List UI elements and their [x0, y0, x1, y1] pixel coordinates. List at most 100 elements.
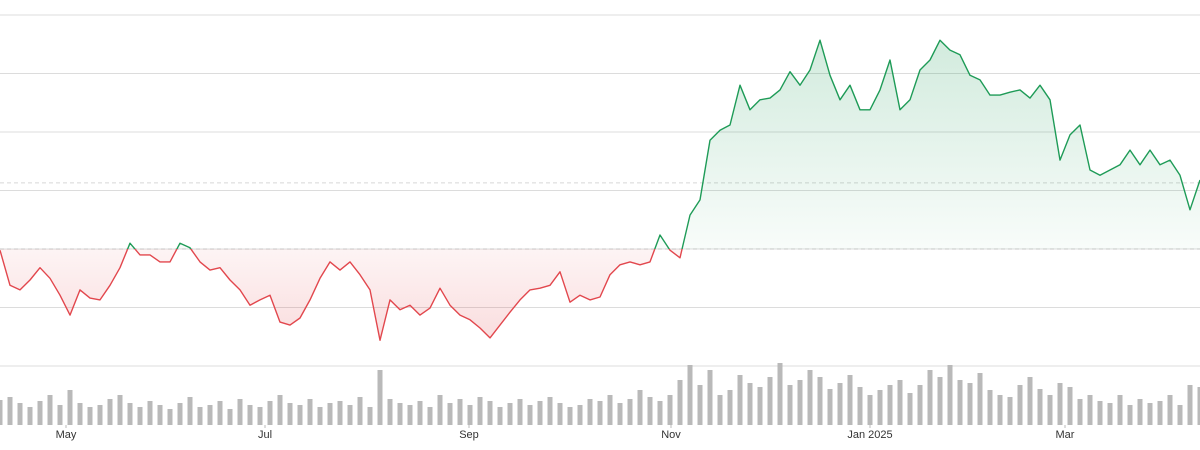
volume-bar	[957, 380, 963, 425]
volume-bar	[507, 403, 513, 425]
volume-bar	[877, 390, 883, 425]
volume-bar	[27, 407, 33, 425]
volume-bar	[1017, 385, 1023, 425]
volume-bar	[767, 377, 773, 425]
volume-bar	[1067, 387, 1073, 425]
volume-bar	[257, 407, 263, 425]
volume-bar	[57, 405, 63, 425]
volume-bar	[277, 395, 283, 425]
volume-bar	[677, 380, 683, 425]
volume-bar	[927, 370, 933, 425]
volume-bar	[697, 385, 703, 425]
volume-bar	[1007, 397, 1013, 425]
volume-bar	[917, 385, 923, 425]
volume-bar	[1057, 383, 1063, 425]
volume-bar	[1087, 395, 1093, 425]
volume-bar	[117, 395, 123, 425]
volume-bar	[77, 403, 83, 425]
volume-bar	[367, 407, 373, 425]
volume-bar	[337, 401, 343, 425]
volume-bar	[497, 407, 503, 425]
volume-bar	[807, 370, 813, 425]
volume-bar	[247, 405, 253, 425]
volume-bar	[1177, 405, 1183, 425]
volume-bar	[897, 380, 903, 425]
volume-bar	[1187, 385, 1193, 425]
volume-bar	[1077, 399, 1083, 425]
volume-bar	[477, 397, 483, 425]
volume-bar	[1117, 395, 1123, 425]
volume-bar	[557, 403, 563, 425]
volume-bar	[47, 395, 53, 425]
volume-bar	[627, 399, 633, 425]
volume-bar	[987, 390, 993, 425]
volume-bar	[1037, 389, 1043, 425]
volume-bar	[17, 403, 23, 425]
volume-bar	[597, 401, 603, 425]
volume-bar	[457, 399, 463, 425]
volume-bar	[637, 390, 643, 425]
volume-bar	[647, 397, 653, 425]
volume-bar	[37, 401, 43, 425]
volume-bar	[217, 401, 223, 425]
volume-bar	[577, 405, 583, 425]
volume-bar	[1157, 401, 1163, 425]
volume-bar	[947, 365, 953, 425]
volume-bar	[1147, 403, 1153, 425]
volume-bar	[397, 403, 403, 425]
volume-bar	[547, 397, 553, 425]
volume-bar	[407, 405, 413, 425]
volume-bar	[377, 370, 383, 425]
volume-bar	[777, 363, 783, 425]
volume-bar	[307, 399, 313, 425]
volume-bar	[617, 403, 623, 425]
volume-bar	[347, 405, 353, 425]
volume-bar	[687, 365, 693, 425]
volume-bar	[467, 405, 473, 425]
volume-bar	[327, 403, 333, 425]
volume-bar	[197, 407, 203, 425]
volume-bar	[87, 407, 93, 425]
volume-bar	[817, 377, 823, 425]
volume-bar	[1137, 399, 1143, 425]
volume-bar	[147, 401, 153, 425]
volume-bar	[297, 405, 303, 425]
volume-bar	[707, 370, 713, 425]
volume-bar	[537, 401, 543, 425]
volume-bar	[717, 395, 723, 425]
volume-bar	[1167, 395, 1173, 425]
volume-bar	[747, 383, 753, 425]
volume-bar	[227, 409, 233, 425]
volume-bar	[827, 389, 833, 425]
volume-bar	[97, 405, 103, 425]
volume-bar	[237, 399, 243, 425]
x-tick-label: Mar	[1056, 429, 1075, 441]
area	[0, 40, 1200, 341]
volume-bar	[317, 407, 323, 425]
x-tick-label: Jul	[258, 429, 272, 441]
volume-bar	[1197, 387, 1200, 425]
volume-bar	[427, 407, 433, 425]
volume-bar	[997, 395, 1003, 425]
volume-bar	[587, 399, 593, 425]
volume-bar	[847, 375, 853, 425]
price-line	[0, 39, 1200, 341]
volume-bar	[1107, 403, 1113, 425]
volume-bar	[1127, 405, 1133, 425]
x-tick-label: May	[56, 429, 77, 441]
x-tick-label: Jan 2025	[847, 429, 892, 441]
volume-bar	[527, 405, 533, 425]
volume-bar	[757, 387, 763, 425]
volume-bar	[517, 399, 523, 425]
volume-bar	[567, 407, 573, 425]
volume-bar	[977, 373, 983, 425]
volume-bar	[867, 395, 873, 425]
volume-bar	[137, 407, 143, 425]
volume-bar	[607, 395, 613, 425]
x-tick-label: Sep	[459, 429, 479, 441]
volume-bar	[177, 403, 183, 425]
volume-bar	[667, 395, 673, 425]
volume-bar	[1047, 395, 1053, 425]
volume-bar	[187, 397, 193, 425]
